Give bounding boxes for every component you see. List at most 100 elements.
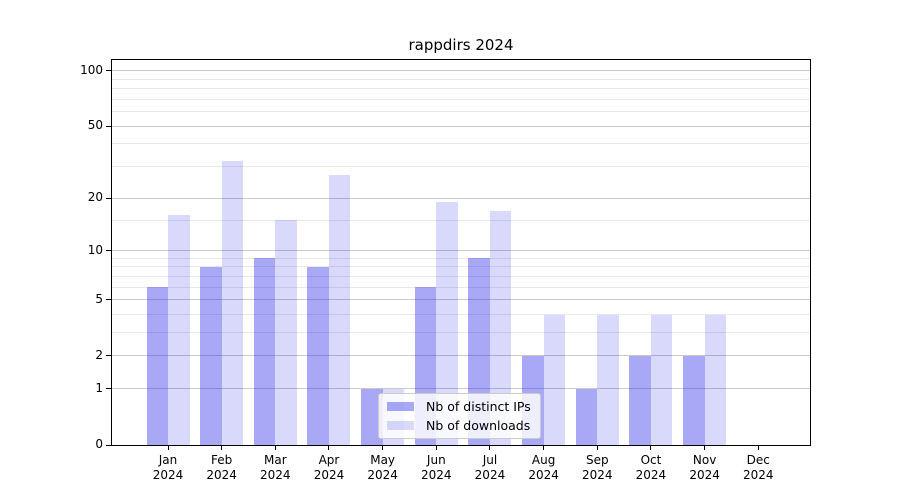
legend-label-downloads: Nb of downloads (426, 418, 531, 433)
gridline-major (112, 388, 810, 390)
gridline-major (112, 299, 810, 301)
bar-downloads-jun (436, 202, 458, 445)
bar-downloads-jul (489, 210, 512, 445)
x-tick-mark (757, 446, 759, 450)
legend: Nb of distinct IPs Nb of downloads (378, 393, 541, 439)
x-tick-label: Nov 2024 (675, 453, 735, 483)
x-tick-label-month: Jan (158, 453, 178, 467)
x-tick-mark (650, 446, 652, 450)
x-tick-label-year: 2024 (313, 468, 345, 482)
x-tick-label: Sep 2024 (567, 453, 627, 483)
bar-distinct-ips-apr (307, 266, 329, 445)
x-tick-label-month: Jul (482, 453, 498, 467)
x-tick-label-month: Feb (211, 453, 233, 467)
gridline-minor (112, 111, 810, 113)
bar-distinct-ips-may (361, 388, 383, 445)
bar-downloads-sep (597, 314, 619, 445)
x-tick-label-year: 2024 (152, 468, 184, 482)
x-tick-label-year: 2024 (474, 468, 506, 482)
x-tick-label-year: 2024 (367, 468, 398, 482)
x-tick-label: Feb 2024 (192, 453, 252, 483)
x-tick-label-year: 2024 (635, 468, 667, 482)
y-tick-mark (106, 444, 111, 446)
gridline-major (112, 70, 810, 72)
gridline-minor (112, 266, 810, 268)
x-tick-mark (489, 446, 491, 450)
y-tick-mark (106, 197, 111, 199)
bar-downloads-nov (704, 314, 727, 445)
y-tick-label: 50 (87, 118, 103, 133)
gridline-major (112, 197, 810, 199)
bar-downloads-feb (221, 161, 244, 445)
x-tick-mark (221, 446, 223, 450)
bar-distinct-ips-mar (253, 258, 276, 445)
x-tick-label-month: Sep (585, 453, 609, 467)
legend-swatch-downloads (387, 421, 414, 430)
x-tick-label: Jun 2024 (406, 453, 466, 483)
x-tick-label-year: 2024 (581, 468, 613, 482)
x-tick-label-month: Mar (263, 453, 287, 467)
x-tick-label-month: Jun (426, 453, 446, 467)
y-tick-mark (106, 70, 111, 72)
x-tick-mark (596, 446, 598, 450)
y-tick-label: 10 (87, 242, 103, 257)
y-tick-mark (106, 388, 111, 390)
x-tick-mark (274, 446, 276, 450)
bar-downloads-apr (328, 174, 351, 445)
bar-distinct-ips-jan (146, 287, 168, 445)
y-tick-label: 100 (80, 62, 103, 77)
bar-distinct-ips-nov (683, 355, 705, 445)
gridline-minor (112, 275, 810, 277)
x-tick-label: Aug 2024 (514, 453, 574, 483)
gridline-major (112, 125, 810, 127)
gridline-minor (112, 166, 810, 168)
bar-downloads-mar (275, 220, 297, 445)
x-tick-mark (328, 446, 330, 450)
gridline-minor (112, 219, 810, 221)
x-tick-mark (435, 446, 437, 450)
x-tick-mark (704, 446, 706, 450)
gridline-minor (112, 286, 810, 288)
y-tick-mark (106, 299, 111, 301)
x-tick-label-month: Oct (640, 453, 662, 467)
bar-distinct-ips-feb (200, 266, 222, 445)
y-tick-label: 1 (95, 380, 103, 395)
gridline-major (112, 355, 810, 357)
x-tick-label: Oct 2024 (621, 453, 681, 483)
y-tick-label: 0 (95, 437, 103, 451)
legend-item-distinct-ips: Nb of distinct IPs (387, 399, 531, 414)
bar-downloads-jan (168, 215, 190, 445)
x-tick-label-year: 2024 (528, 468, 559, 482)
gridline-minor (112, 314, 810, 315)
x-tick-label-month: Apr (318, 453, 340, 467)
x-tick-label-month: Dec (746, 453, 770, 467)
x-tick-label-month: May (370, 453, 396, 467)
x-tick-label: Dec 2024 (728, 453, 788, 483)
x-tick-label-year: 2024 (421, 468, 452, 482)
x-tick-label: Jan 2024 (138, 453, 198, 483)
x-tick-label-year: 2024 (742, 468, 774, 482)
x-tick-label-year: 2024 (260, 468, 291, 482)
bar-downloads-oct (650, 314, 673, 445)
gridline-minor (112, 78, 810, 80)
x-tick-label: Jul 2024 (460, 453, 520, 483)
gridline-minor (112, 88, 810, 90)
y-tick-mark (106, 355, 111, 357)
x-tick-label-year: 2024 (689, 468, 720, 482)
gridline-minor (112, 332, 810, 334)
bar-downloads-aug (543, 314, 566, 445)
bar-distinct-ips-sep (575, 388, 598, 445)
plot-area (111, 59, 811, 446)
x-tick-label: May 2024 (353, 453, 413, 483)
x-tick-label: Mar 2024 (245, 453, 305, 483)
x-tick-mark (543, 446, 545, 450)
legend-item-downloads: Nb of downloads (387, 418, 531, 433)
gridline-minor (112, 143, 810, 145)
gridline-major (112, 250, 810, 252)
bar-distinct-ips-oct (629, 355, 651, 445)
y-tick-label: 5 (95, 291, 103, 306)
x-tick-label: Apr 2024 (299, 453, 359, 483)
gridline-minor (112, 257, 810, 259)
x-tick-label-year: 2024 (206, 468, 237, 482)
